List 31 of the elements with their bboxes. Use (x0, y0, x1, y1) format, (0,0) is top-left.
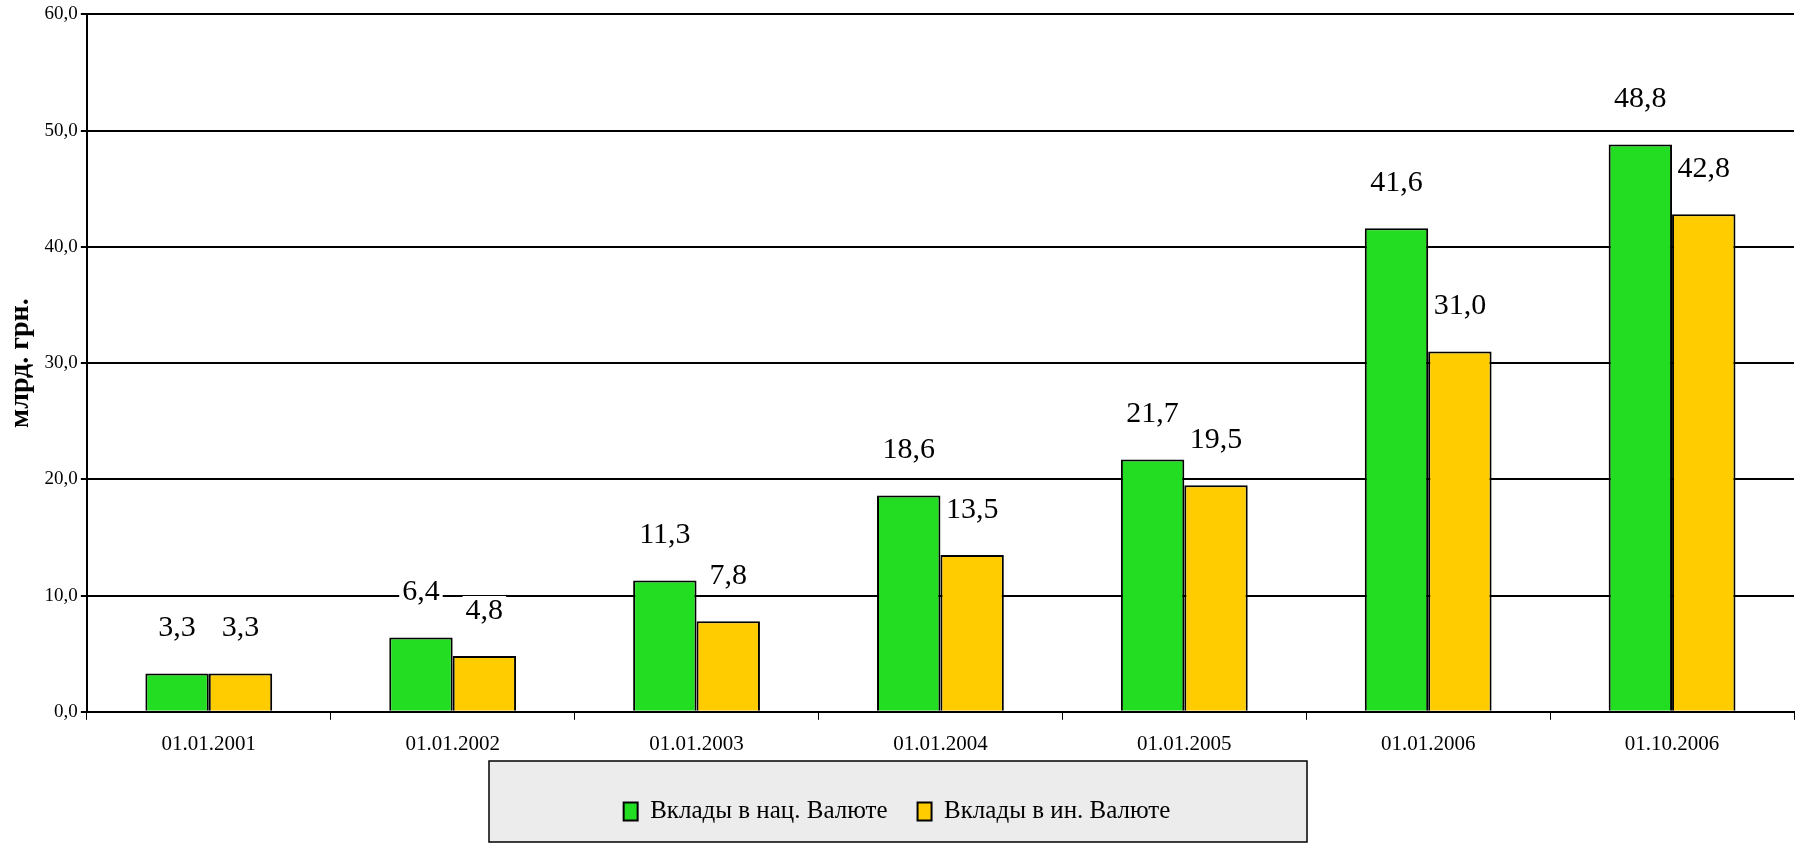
x-tick-label: 01.01.2005 (1137, 730, 1232, 755)
data-label: 41,6 (1370, 164, 1423, 198)
x-tick-label: 01.01.2004 (893, 730, 989, 755)
legend-label: Вклады в ин. Валюте (944, 796, 1171, 824)
x-tick-label: 01.01.2002 (405, 730, 500, 755)
legend-label: Вклады в нац. Валюте (650, 796, 888, 824)
data-label: 31,0 (1433, 287, 1487, 321)
data-label: 4,8 (465, 591, 504, 625)
data-label: 11,3 (639, 516, 691, 550)
y-tick-label: 40,0 (44, 234, 78, 256)
y-tick-label: 20,0 (44, 467, 78, 489)
x-tick-label: 01.01.2003 (649, 730, 744, 755)
data-label: 7,8 (709, 557, 747, 591)
data-label: 3,3 (158, 609, 196, 643)
y-axis-title: млрд. грн. (3, 298, 35, 428)
y-tick-label: 60,0 (44, 2, 78, 24)
data-label: 19,5 (1189, 421, 1243, 455)
x-tick-label: 01.10.2006 (1624, 730, 1720, 755)
data-label: 3,3 (221, 609, 260, 643)
data-label: 48,8 (1614, 80, 1667, 114)
y-tick-label: 0,0 (54, 699, 78, 721)
x-tick-label: 01.01.2006 (1380, 730, 1476, 755)
y-tick-label: 10,0 (44, 583, 78, 605)
data-label: 18,6 (882, 431, 935, 465)
y-tick-label: 30,0 (44, 351, 78, 373)
data-label: 6,4 (402, 573, 440, 607)
data-label: 42,8 (1677, 150, 1731, 184)
x-tick-label: 01.01.2001 (161, 730, 257, 755)
data-label: 13,5 (945, 490, 999, 524)
data-label: 21,7 (1126, 395, 1179, 429)
y-tick-label: 50,0 (44, 118, 78, 140)
